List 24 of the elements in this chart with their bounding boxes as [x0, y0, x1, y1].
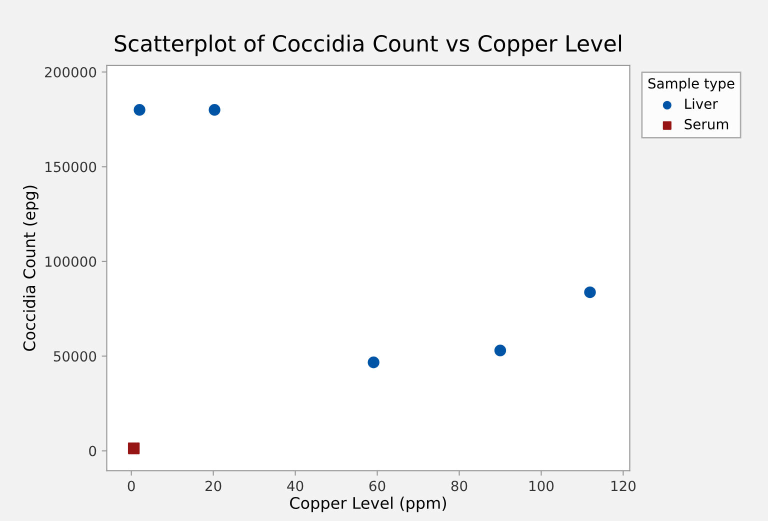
point: [368, 356, 380, 368]
y-tick-label: 50000: [54, 351, 96, 362]
legend-title: Sample type: [648, 78, 734, 92]
x-tick-label: 80: [451, 480, 468, 492]
y-tick-label: 200000: [45, 66, 96, 78]
point: [128, 442, 140, 454]
point: [208, 104, 220, 116]
x-tick-label: 60: [369, 480, 386, 492]
y-tick-label: 100000: [46, 256, 96, 267]
legend-label: Serum: [684, 118, 728, 130]
point: [494, 344, 506, 356]
chart-title: Scatterplot of Coccidia Count vs Copper Level: [114, 34, 622, 56]
x-tick-label: 20: [206, 480, 222, 492]
y-tick-label: 0: [89, 446, 96, 456]
x-tick-label: 120: [611, 480, 636, 492]
legend-label: Liver: [685, 98, 718, 110]
x-axis-title: Copper Level (ppm): [290, 496, 446, 512]
x-tick-label: 40: [287, 480, 304, 492]
y-axis-title: Coccidia Count (epg): [22, 186, 38, 351]
y-tick-label: 150000: [46, 162, 96, 172]
point: [134, 104, 146, 116]
x-tick-label: 100: [529, 480, 554, 492]
point: [584, 286, 596, 298]
x-tick-label: 0: [128, 480, 135, 492]
